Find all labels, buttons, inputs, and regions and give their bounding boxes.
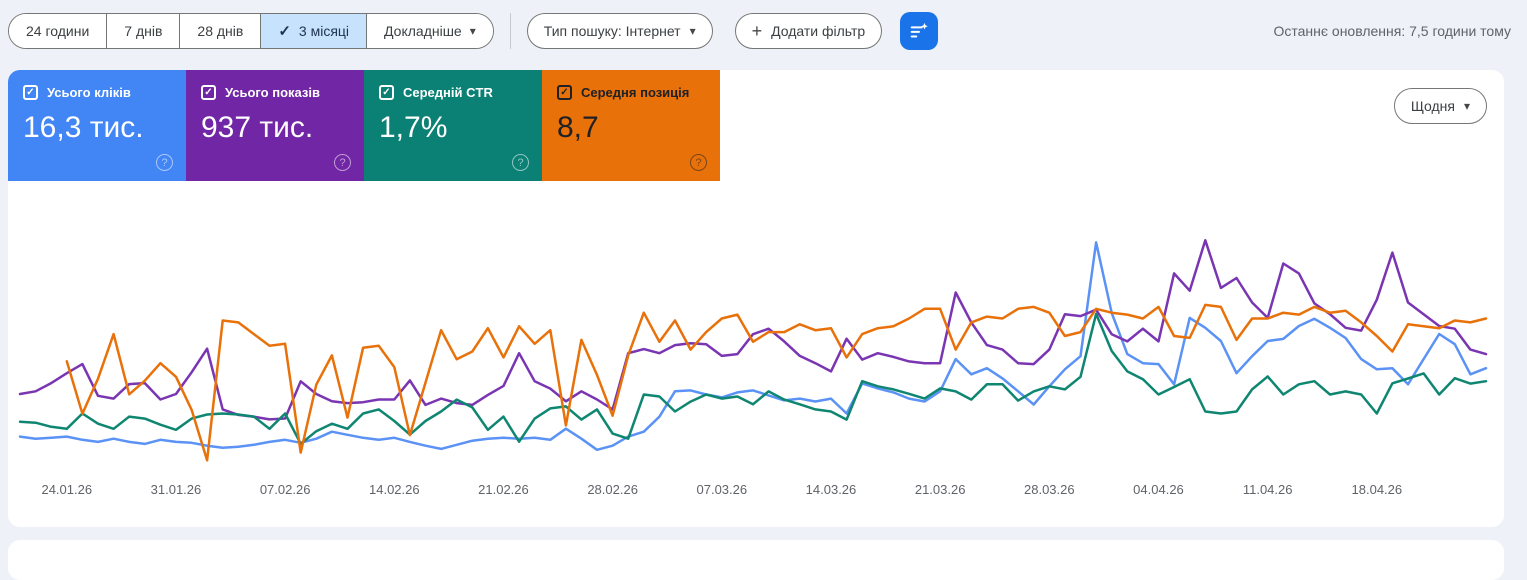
- range-more-label: Докладніше: [384, 23, 462, 39]
- performance-card: ✓ Усього кліків 16,3 тис. ? ✓ Усього пок…: [8, 70, 1504, 527]
- metric-label: Усього кліків: [47, 85, 131, 100]
- chart-canvas: [18, 239, 1488, 462]
- x-axis-label: 24.01.26: [41, 482, 93, 497]
- toolbar: 24 години 7 днів 28 днів ✓ 3 місяці Докл…: [8, 12, 1519, 50]
- range-more-dropdown[interactable]: Докладніше ▾: [366, 14, 493, 48]
- x-axis-label: 31.01.26: [150, 482, 202, 497]
- metric-tile-impressions[interactable]: ✓ Усього показів 937 тис. ?: [186, 70, 364, 181]
- x-axis-label: 28.02.26: [587, 482, 638, 497]
- granularity-dropdown[interactable]: Щодня ▾: [1393, 88, 1487, 124]
- series-line-position: [65, 303, 1488, 462]
- metric-value: 16,3 тис.: [23, 111, 144, 144]
- granularity-label: Щодня: [1410, 98, 1455, 114]
- range-28d-button[interactable]: 28 днів: [179, 14, 261, 48]
- checkbox-icon[interactable]: ✓: [201, 85, 216, 100]
- date-range-group: 24 години 7 днів 28 днів ✓ 3 місяці Докл…: [8, 13, 494, 49]
- toolbar-divider: [509, 13, 511, 49]
- add-filter-label: Додати фільтр: [771, 23, 866, 39]
- metric-value: 1,7%: [379, 111, 448, 144]
- filter-sparkle-icon: [908, 20, 930, 42]
- series-line-ctr: [18, 312, 1488, 446]
- metric-tile-clicks[interactable]: ✓ Усього кліків 16,3 тис. ?: [8, 70, 186, 181]
- metric-tile-position[interactable]: ✓ Середня позиція 8,7 ?: [542, 70, 720, 181]
- last-update-text: Останнє оновлення: 7,5 години тому: [1273, 23, 1511, 39]
- range-3m-button[interactable]: ✓ 3 місяці: [260, 14, 367, 48]
- search-type-dropdown[interactable]: Тип пошуку: Інтернет ▾: [526, 13, 713, 49]
- plus-icon: +: [751, 20, 763, 41]
- x-axis-label: 14.03.26: [805, 482, 857, 497]
- metric-tiles: ✓ Усього кліків 16,3 тис. ? ✓ Усього пок…: [8, 70, 1504, 181]
- x-axis-label: 14.02.26: [368, 482, 420, 497]
- series-line-clicks: [18, 241, 1488, 452]
- performance-chart: 24.01.26 31.01.26 07.02.26 14.02.26 21.02.26…: [8, 192, 1504, 500]
- metric-value: 937 тис.: [201, 111, 314, 144]
- chart-x-axis: 24.01.26 31.01.26 07.02.26 14.02.26 21.02.26…: [8, 482, 1504, 500]
- next-card-partial: [8, 540, 1504, 580]
- metric-label: Середній CTR: [403, 85, 493, 100]
- metric-label: Середня позиція: [581, 85, 690, 100]
- x-axis-label: 07.03.26: [696, 482, 748, 497]
- checkbox-icon[interactable]: ✓: [557, 85, 572, 100]
- x-axis-label: 04.04.26: [1133, 482, 1184, 497]
- range-3m-label: 3 місяці: [298, 23, 350, 39]
- series-line-impressions: [18, 239, 1488, 421]
- chevron-down-icon: ▾: [689, 24, 696, 38]
- checkbox-icon[interactable]: ✓: [23, 85, 38, 100]
- checkbox-icon[interactable]: ✓: [379, 85, 394, 100]
- add-filter-button[interactable]: + Додати фільтр: [734, 13, 883, 49]
- chevron-down-icon: ▾: [1463, 99, 1470, 113]
- x-axis-label: 11.04.26: [1242, 482, 1293, 497]
- range-7d-button[interactable]: 7 днів: [106, 14, 180, 48]
- metric-label: Усього показів: [225, 85, 320, 100]
- filter-settings-button[interactable]: [900, 12, 939, 50]
- check-icon: ✓: [278, 23, 291, 40]
- x-axis-label: 07.02.26: [259, 482, 311, 497]
- help-icon[interactable]: ?: [690, 154, 707, 171]
- x-axis-label: 21.02.26: [478, 482, 529, 497]
- help-icon[interactable]: ?: [156, 154, 173, 171]
- x-axis-label: 21.03.26: [914, 482, 966, 497]
- x-axis-label: 18.04.26: [1351, 482, 1403, 497]
- metric-tile-ctr[interactable]: ✓ Середній CTR 1,7% ?: [364, 70, 542, 181]
- chevron-down-icon: ▾: [469, 24, 476, 38]
- search-type-label: Тип пошуку: Інтернет: [543, 23, 681, 39]
- help-icon[interactable]: ?: [512, 154, 529, 171]
- metric-value: 8,7: [557, 111, 599, 144]
- x-axis-label: 28.03.26: [1024, 482, 1075, 497]
- range-24h-button[interactable]: 24 години: [9, 14, 107, 48]
- help-icon[interactable]: ?: [334, 154, 351, 171]
